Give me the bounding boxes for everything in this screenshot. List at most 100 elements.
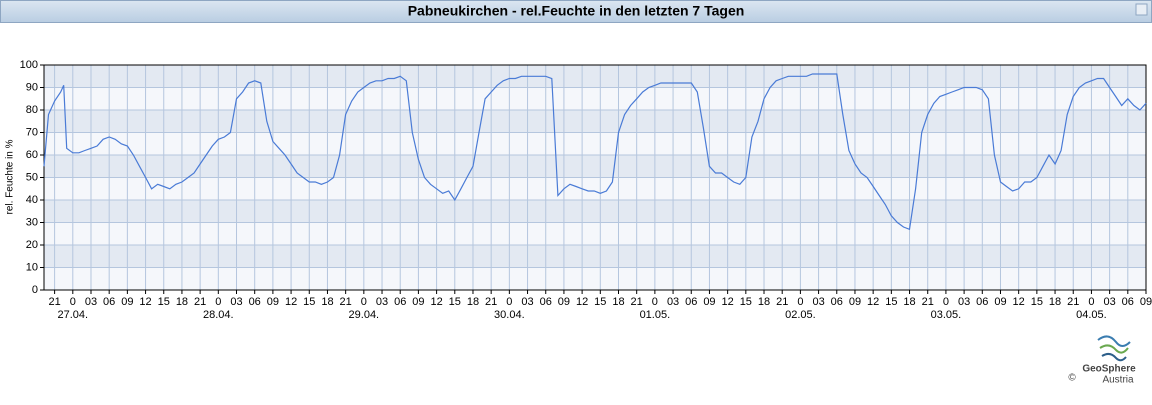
x-tick-label: 21: [776, 296, 788, 308]
x-tick-label: 15: [303, 296, 315, 308]
x-tick-label: 15: [158, 296, 170, 308]
band: [44, 132, 1146, 155]
x-tick-label: 18: [903, 296, 915, 308]
x-tick-label: 09: [849, 296, 861, 308]
x-tick-label: 18: [1049, 296, 1061, 308]
band: [44, 110, 1146, 133]
x-tick-label: 21: [631, 296, 643, 308]
x-tick-label: 21: [922, 296, 934, 308]
y-tick-label: 20: [26, 239, 38, 251]
x-tick-label: 15: [1031, 296, 1043, 308]
x-tick-label: 12: [430, 296, 442, 308]
y-tick-label: 10: [26, 261, 38, 273]
x-tick-label: 06: [831, 296, 843, 308]
y-tick-label: 70: [26, 126, 38, 138]
y-tick-label: 40: [26, 194, 38, 206]
x-tick-label: 0: [361, 296, 367, 308]
x-tick-label: 03: [376, 296, 388, 308]
date-label: 02.05.: [785, 309, 816, 321]
x-tick-label: 0: [943, 296, 949, 308]
y-tick-label: 60: [26, 149, 38, 161]
x-tick-label: 0: [1088, 296, 1094, 308]
x-tick-label: 18: [176, 296, 188, 308]
plot-frame: [43, 64, 1147, 291]
x-tick-label: 21: [194, 296, 206, 308]
y-tick-label: 0: [32, 284, 38, 296]
date-label: 28.04.: [203, 309, 234, 321]
date-label: 30.04.: [494, 309, 525, 321]
x-tick-label: 21: [1067, 296, 1079, 308]
date-label: 04.05.: [1076, 309, 1107, 321]
x-tick-label: 06: [103, 296, 115, 308]
x-tick-label: 09: [558, 296, 570, 308]
band: [44, 245, 1146, 268]
window-button: [1135, 3, 1148, 16]
copyright: ©: [1068, 373, 1076, 384]
x-tick-label: 0: [506, 296, 512, 308]
x-tick-label: 21: [340, 296, 352, 308]
x-tick-label: 12: [576, 296, 588, 308]
x-tick-label: 18: [758, 296, 770, 308]
x-tick-label: 15: [885, 296, 897, 308]
x-tick-label: 18: [321, 296, 333, 308]
x-tick-label: 09: [703, 296, 715, 308]
band: [44, 87, 1146, 110]
x-tick-label: 03: [85, 296, 97, 308]
x-tick-label: 06: [1122, 296, 1134, 308]
x-tick-label: 0: [797, 296, 803, 308]
x-tick-label: 09: [412, 296, 424, 308]
x-tick-label: 21: [48, 296, 60, 308]
x-tick-label: 09: [1140, 296, 1152, 308]
x-tick-label: 06: [976, 296, 988, 308]
x-tick-label: 12: [1013, 296, 1025, 308]
chart-title: Pabneukirchen - rel.Feuchte in den letzt…: [408, 3, 745, 19]
y-tick-label: 90: [26, 81, 38, 93]
y-tick-label: 30: [26, 216, 38, 228]
logo: [1097, 335, 1131, 362]
x-tick-label: 09: [267, 296, 279, 308]
y-tick-label: 50: [26, 171, 38, 183]
x-tick-label: 06: [249, 296, 261, 308]
plot-area: 21 0 03 06 09 12 15 18 21 0 03 06 09 12 15 18 21 0 03 06 09 1…: [20, 59, 1152, 321]
x-tick-label: 03: [230, 296, 242, 308]
band: [44, 222, 1146, 245]
x-tick-label: 0: [215, 296, 221, 308]
logo-name: GeoSphere: [1082, 364, 1136, 375]
x-tick-label: 06: [394, 296, 406, 308]
logo-sub: Austria: [1102, 375, 1134, 386]
y-axis-label: rel. Feuchte in %: [5, 139, 16, 214]
x-tick-label: 0: [70, 296, 76, 308]
x-tick-label: 12: [139, 296, 151, 308]
x-tick-label: 09: [121, 296, 133, 308]
x-tick-label: 06: [685, 296, 697, 308]
band: [44, 155, 1146, 178]
x-tick-label: 12: [722, 296, 734, 308]
x-tick-label: 18: [467, 296, 479, 308]
x-tick-label: 21: [485, 296, 497, 308]
date-label: 01.05.: [640, 309, 671, 321]
y-tick-label: 80: [26, 104, 38, 116]
x-tick-label: 15: [740, 296, 752, 308]
x-tick-label: 15: [449, 296, 461, 308]
x-tick-label: 06: [540, 296, 552, 308]
x-tick-label: 12: [285, 296, 297, 308]
line: [43, 73, 1147, 231]
date-label: 03.05.: [931, 309, 962, 321]
x-tick-label: 03: [667, 296, 679, 308]
x-tick-label: 03: [1103, 296, 1115, 308]
y-tick-label: 100: [20, 59, 38, 71]
x-tick-label: 12: [867, 296, 879, 308]
x-tick-label: 0: [652, 296, 658, 308]
x-tick-label: 03: [812, 296, 824, 308]
band: [44, 65, 1146, 88]
x-tick-label: 15: [594, 296, 606, 308]
band: [44, 200, 1146, 223]
band: [44, 267, 1146, 290]
x-tick-label: 03: [521, 296, 533, 308]
x-tick-label: 09: [994, 296, 1006, 308]
x-tick-label: 03: [958, 296, 970, 308]
x-tick-label: 18: [612, 296, 624, 308]
date-label: 29.04.: [349, 309, 380, 321]
band: [44, 177, 1146, 200]
